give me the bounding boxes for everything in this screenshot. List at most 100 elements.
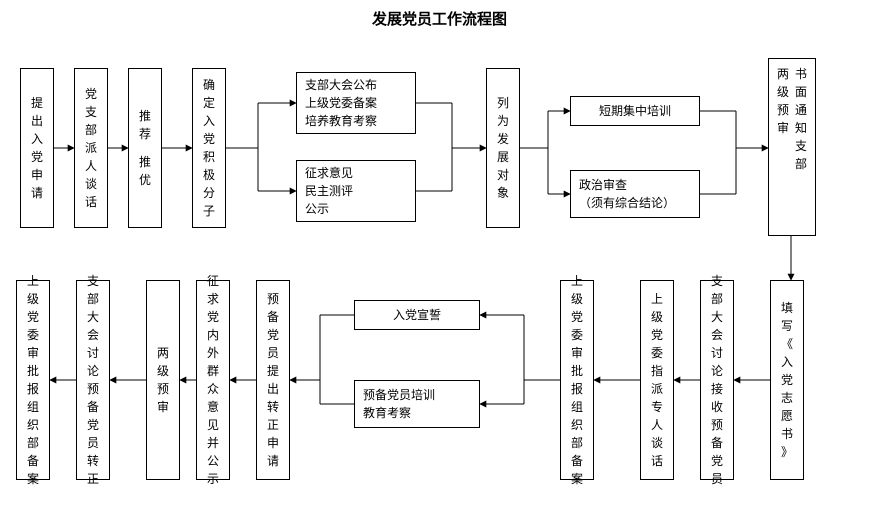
- char: 话: [651, 452, 663, 470]
- char: 党: [781, 371, 793, 389]
- char: 列: [497, 94, 509, 112]
- char: 案: [571, 470, 583, 488]
- char: 知: [795, 119, 807, 137]
- char: 写: [781, 317, 793, 335]
- char: 备: [267, 308, 279, 326]
- char: 审: [157, 398, 169, 416]
- char: 推: [139, 153, 151, 171]
- char: 《: [781, 335, 793, 353]
- char: 正: [87, 470, 99, 488]
- char: 讨: [711, 344, 723, 362]
- char: 接: [711, 380, 723, 398]
- char: 群: [207, 362, 219, 380]
- char: 党: [207, 308, 219, 326]
- char: 支: [795, 137, 807, 155]
- node-n15: 征求党内外群众意见并公示: [196, 280, 230, 480]
- char: 两: [157, 344, 169, 362]
- char: 请: [267, 452, 279, 470]
- char: 会: [87, 326, 99, 344]
- char: 批: [27, 362, 39, 380]
- char: 求: [207, 290, 219, 308]
- node-n8: 两级预审书面通知支部: [768, 58, 816, 236]
- char: 党: [31, 148, 43, 166]
- char: 讨: [87, 344, 99, 362]
- char: 确: [203, 76, 215, 94]
- char: 申: [31, 166, 43, 184]
- char: 愿: [781, 407, 793, 425]
- line: 支部大会公布: [305, 76, 377, 94]
- char: 提: [267, 362, 279, 380]
- char: 预: [87, 380, 99, 398]
- char: 上: [27, 272, 39, 290]
- char: 备: [87, 398, 99, 416]
- char: 转: [87, 452, 99, 470]
- char: 专: [651, 398, 663, 416]
- char: 示: [207, 470, 219, 488]
- node-n3: 推荐推优: [128, 68, 162, 228]
- char: 党: [203, 130, 215, 148]
- node-n4: 确定入党积极分子: [192, 68, 226, 228]
- char: 请: [31, 184, 43, 202]
- char: 荐: [139, 125, 151, 143]
- char: 派: [651, 380, 663, 398]
- char: 委: [27, 326, 39, 344]
- node-n18: 上级党委审批报组织部备案: [16, 280, 50, 480]
- node-n5a: 支部大会公布上级党委备案培养教育考察: [296, 72, 416, 134]
- col: 书面通知支部: [795, 65, 807, 173]
- line: 教育考察: [363, 404, 411, 422]
- char: 党: [651, 326, 663, 344]
- col: 两级预审: [777, 65, 789, 137]
- char: 组: [27, 398, 39, 416]
- char: 党: [85, 85, 97, 103]
- char: 大: [87, 308, 99, 326]
- char: 备: [711, 434, 723, 452]
- char: 织: [27, 416, 39, 434]
- char: 级: [571, 290, 583, 308]
- char: 入: [781, 353, 793, 371]
- node-n14: 预备党员提出转正申请: [256, 280, 290, 480]
- char: 人: [651, 416, 663, 434]
- char: 外: [207, 344, 219, 362]
- char: 支: [85, 103, 97, 121]
- char: 见: [207, 416, 219, 434]
- char: 象: [497, 184, 509, 202]
- char: 优: [139, 171, 151, 189]
- line: （须有综合结论）: [579, 194, 675, 212]
- char: 话: [85, 193, 97, 211]
- char: 书: [781, 425, 793, 443]
- char: 党: [571, 308, 583, 326]
- char: 入: [203, 112, 215, 130]
- char: 两: [777, 65, 789, 83]
- line: 民主测评: [305, 182, 353, 200]
- char: 志: [781, 389, 793, 407]
- char: 入: [31, 130, 43, 148]
- char: 谈: [651, 434, 663, 452]
- char: 员: [267, 344, 279, 362]
- char: 为: [497, 112, 509, 130]
- char: 公: [207, 452, 219, 470]
- char: 预: [157, 380, 169, 398]
- char: 对: [497, 166, 509, 184]
- node-n7a: 短期集中培训: [570, 96, 700, 126]
- char: 级: [777, 83, 789, 101]
- char: 并: [207, 434, 219, 452]
- char: 委: [571, 326, 583, 344]
- char: 党: [27, 308, 39, 326]
- char: 委: [651, 344, 663, 362]
- line: 政治审查: [579, 176, 627, 194]
- char: 书: [795, 65, 807, 83]
- char: 派: [85, 139, 97, 157]
- char: 报: [27, 380, 39, 398]
- char: 收: [711, 398, 723, 416]
- char: 转: [267, 398, 279, 416]
- char: 上: [571, 272, 583, 290]
- char: 备: [27, 452, 39, 470]
- char: 审: [571, 344, 583, 362]
- char: 填: [781, 299, 793, 317]
- char: 征: [207, 272, 219, 290]
- char: 审: [27, 344, 39, 362]
- char: 案: [27, 470, 39, 488]
- char: 支: [87, 272, 99, 290]
- char: 部: [571, 434, 583, 452]
- char: 展: [497, 148, 509, 166]
